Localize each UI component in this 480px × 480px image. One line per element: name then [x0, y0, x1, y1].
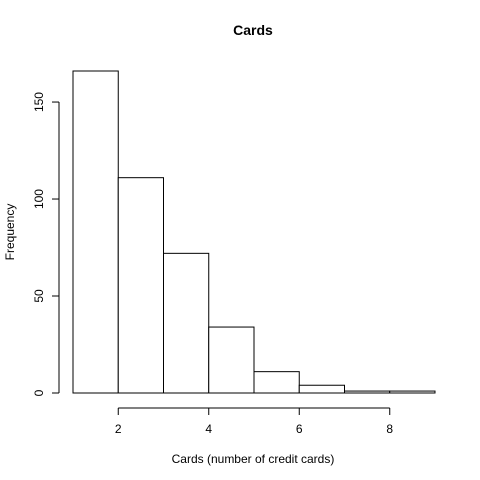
x-tick-label-8: 8: [386, 422, 393, 436]
bars-group: [72, 70, 436, 394]
y-tick-label-150: 150: [32, 92, 46, 112]
histogram-bar-4: [208, 326, 255, 394]
y-tick-label-100: 100: [32, 189, 46, 209]
histogram-bar-2: [117, 177, 164, 394]
y-tick-label-50: 50: [32, 289, 46, 303]
x-axis: 2 4 6 8: [115, 407, 393, 436]
y-axis-label: Frequency: [3, 204, 17, 261]
x-tick-label-2: 2: [115, 422, 122, 436]
histogram-bar-7: [344, 390, 391, 394]
y-tick-label-0: 0: [32, 389, 46, 396]
histogram-bar-5: [253, 371, 300, 394]
chart-title: Cards: [233, 22, 273, 38]
histogram-bar-8: [389, 390, 436, 394]
x-axis-label: Cards (number of credit cards): [172, 452, 335, 466]
histogram-bar-3: [163, 252, 210, 394]
y-axis: 0 50 100 150: [32, 92, 60, 396]
x-tick-label-6: 6: [296, 422, 303, 436]
histogram-bar-6: [298, 384, 345, 394]
histogram-bar-1: [72, 70, 119, 394]
x-tick-label-4: 4: [205, 422, 212, 436]
